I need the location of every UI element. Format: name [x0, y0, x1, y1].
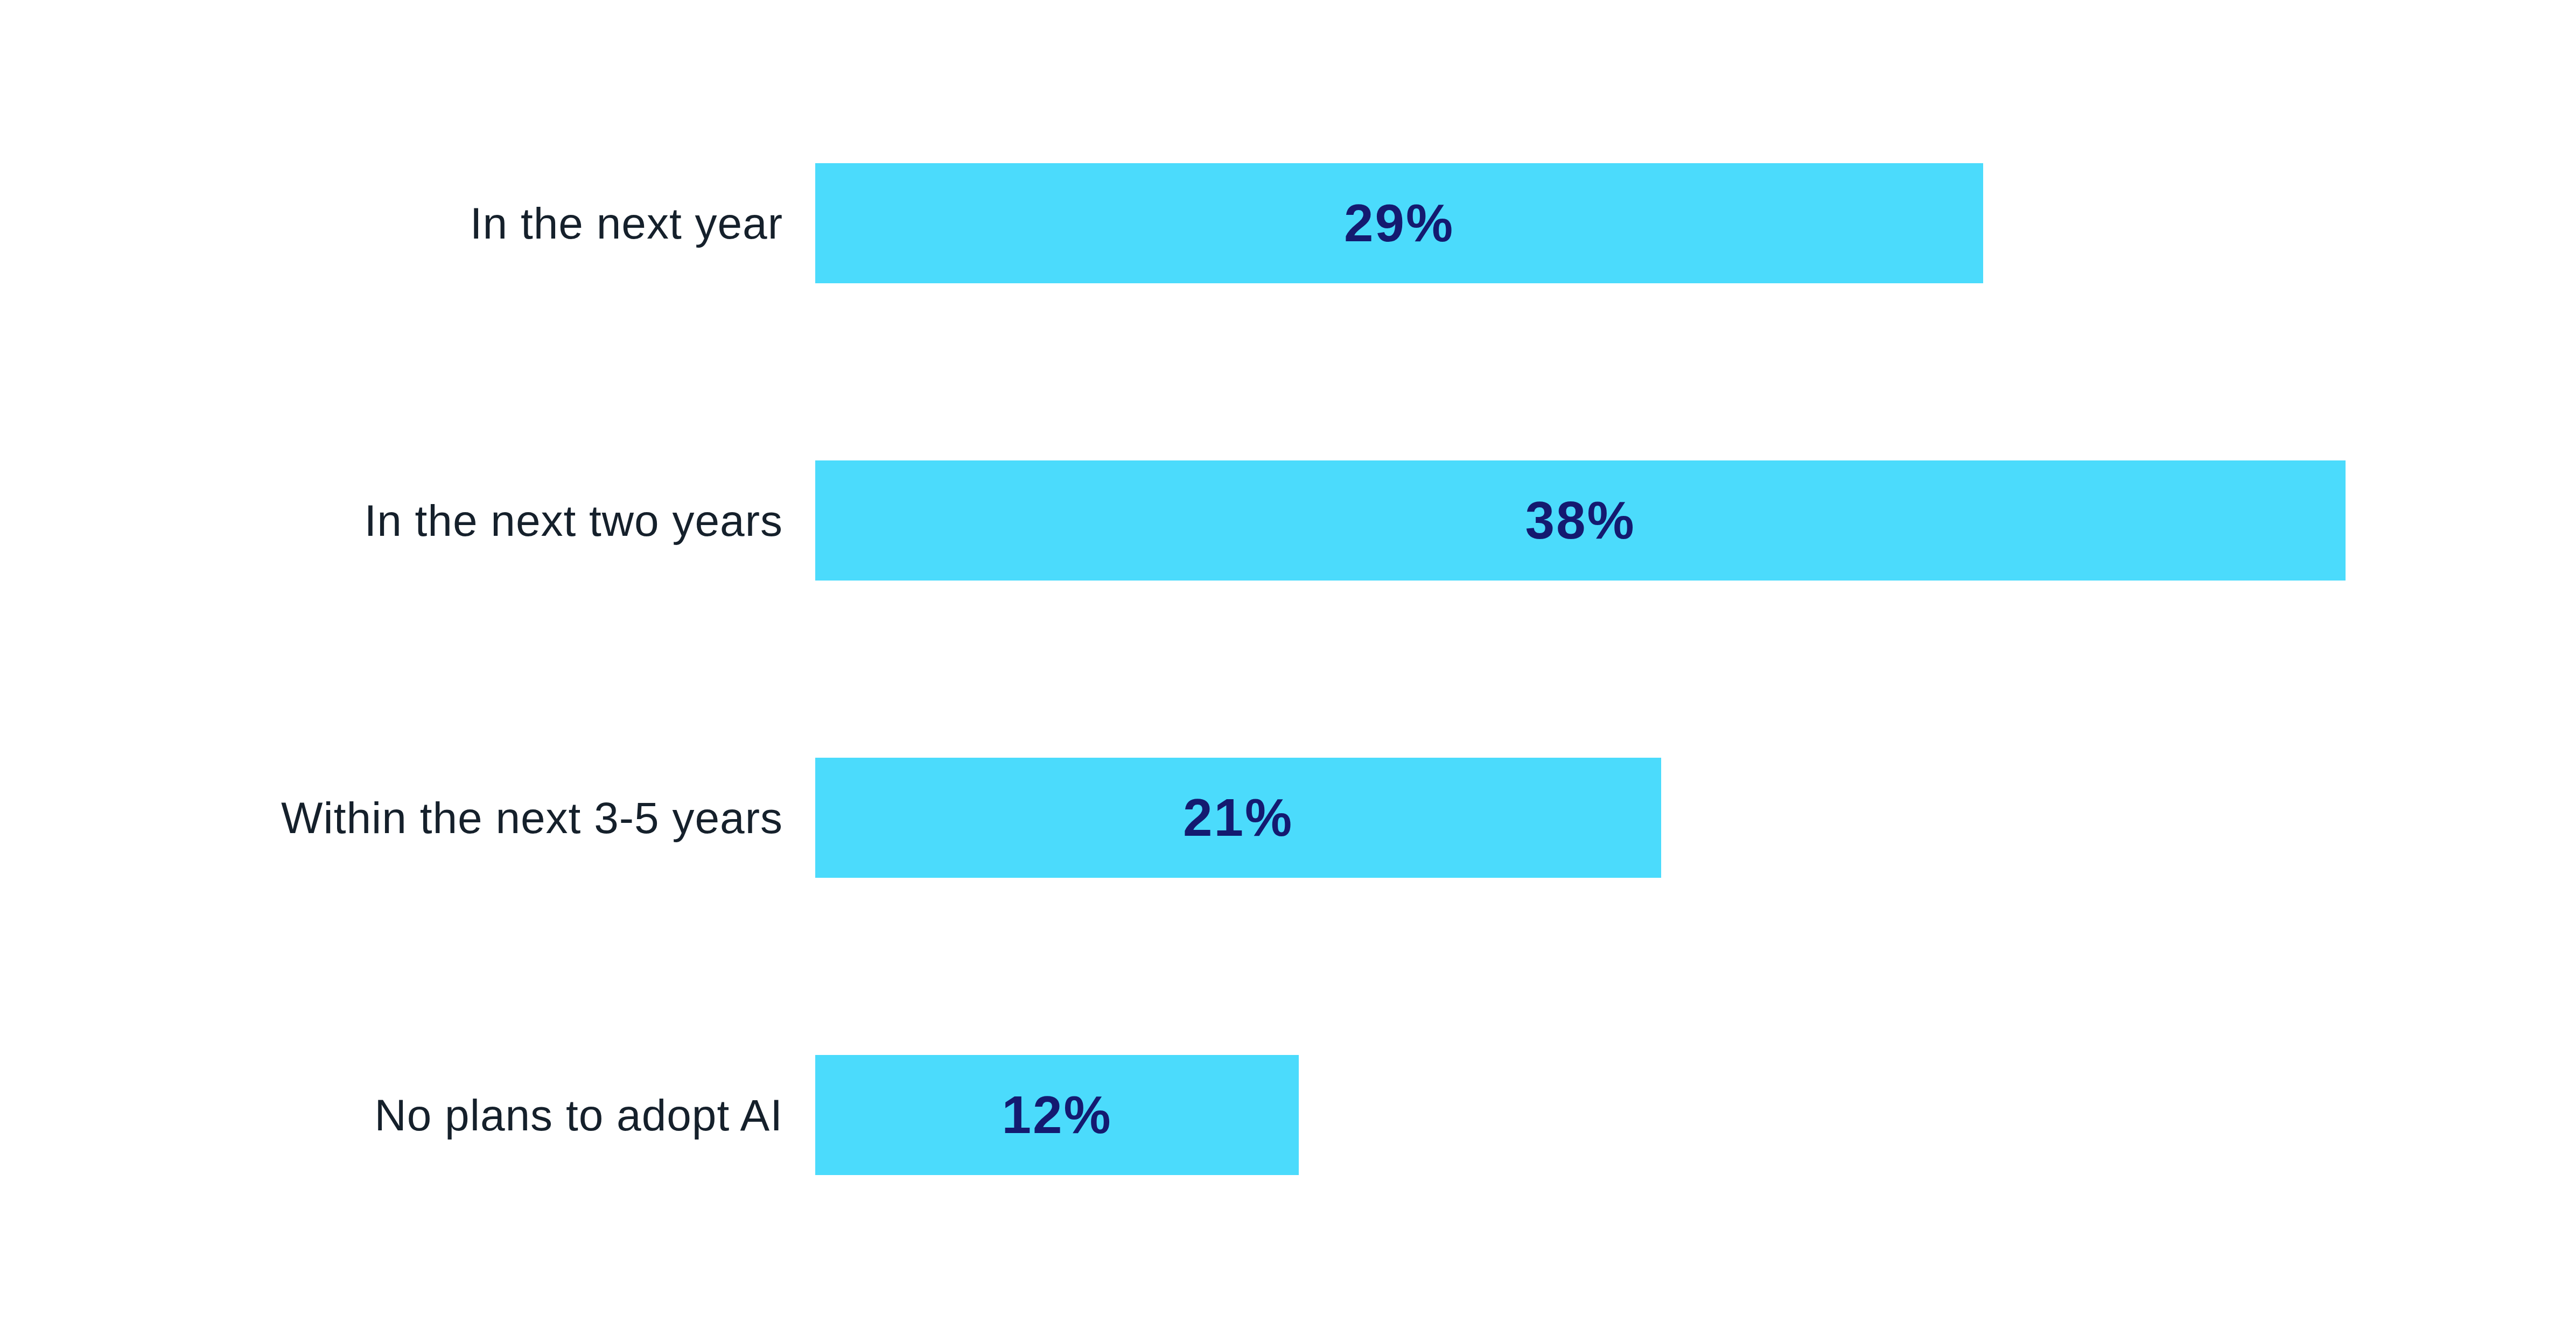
value-label: 29% [1344, 193, 1454, 254]
bar-chart: In the next year 29% In the next two yea… [0, 0, 2576, 1328]
chart-row: In the next two years 38% [0, 460, 2576, 581]
value-label: 12% [1002, 1085, 1112, 1145]
chart-row: Within the next 3-5 years 21% [0, 758, 2576, 878]
bar: 21% [815, 758, 1661, 878]
value-label: 38% [1525, 490, 1635, 551]
bar: 38% [815, 460, 2346, 581]
bar: 29% [815, 163, 1983, 283]
category-label: Within the next 3-5 years [0, 758, 783, 878]
category-label: In the next two years [0, 460, 783, 581]
chart-row: In the next year 29% [0, 163, 2576, 283]
bar: 12% [815, 1055, 1299, 1175]
category-label: In the next year [0, 163, 783, 283]
value-label: 21% [1183, 787, 1293, 848]
category-label: No plans to adopt AI [0, 1055, 783, 1175]
chart-row: No plans to adopt AI 12% [0, 1055, 2576, 1175]
